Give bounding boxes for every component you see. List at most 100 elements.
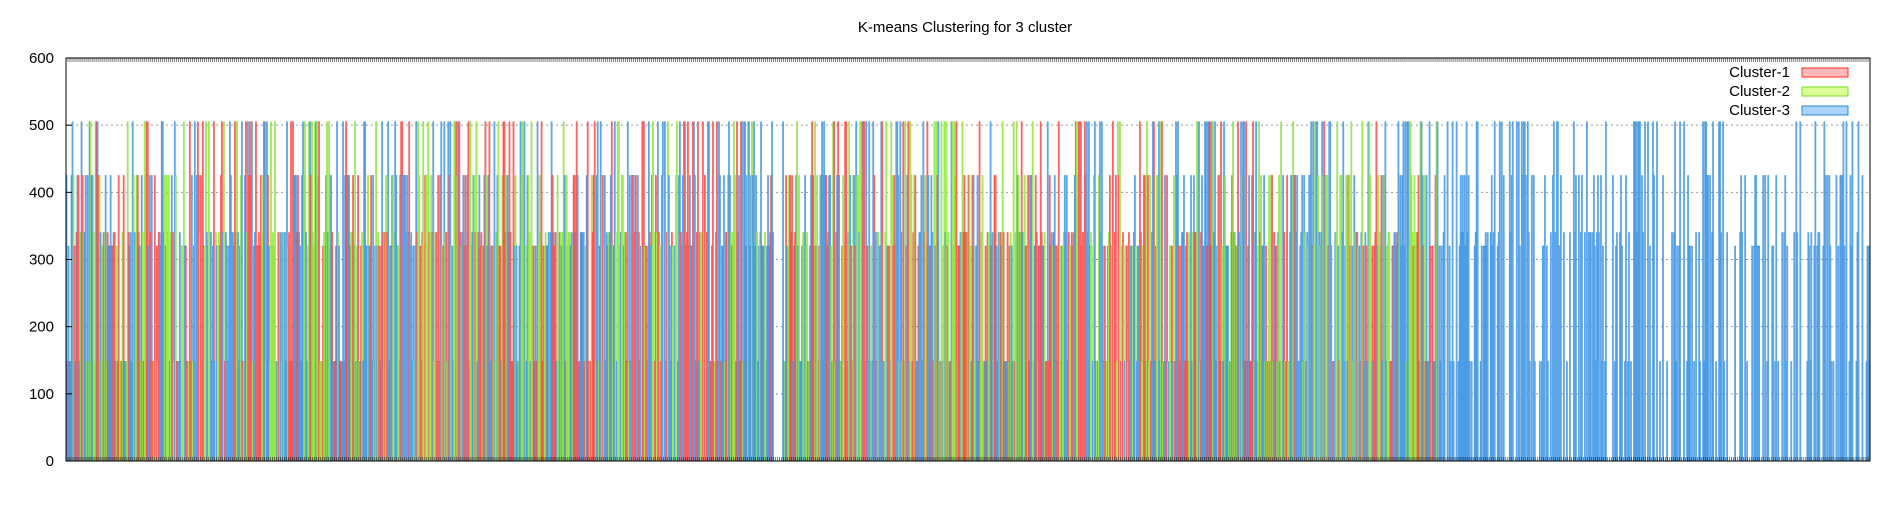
- bar-cluster-3: [1480, 245, 1483, 462]
- bar-cluster-3: [1796, 232, 1799, 462]
- bar-cluster-3: [1533, 361, 1536, 462]
- bars-layer: [65, 121, 1871, 462]
- bar-cluster-3: [1530, 175, 1533, 462]
- legend-label: Cluster-2: [1729, 83, 1790, 100]
- bar-cluster-3: [1818, 232, 1821, 462]
- bar-cluster-3: [1723, 361, 1725, 462]
- bar-cluster-3: [1584, 232, 1586, 462]
- bar-cluster-3: [1498, 121, 1501, 462]
- bar-cluster-3: [1845, 121, 1848, 462]
- chart-title: K-means Clustering for 3 cluster: [858, 19, 1072, 36]
- bar-cluster-3: [1790, 361, 1793, 462]
- y-tick-label: 0: [46, 453, 54, 470]
- bar-cluster-3: [1775, 175, 1778, 462]
- bar-cluster-3: [1586, 121, 1588, 462]
- bar-cluster-3: [1695, 232, 1697, 462]
- bar-cluster-3: [1446, 121, 1449, 462]
- bar-cluster-3: [1569, 232, 1571, 462]
- bar-cluster-3: [1656, 121, 1658, 462]
- bar-cluster-3: [1546, 361, 1549, 462]
- bar-cluster-3: [1575, 175, 1577, 462]
- bar-cluster-3: [1436, 121, 1439, 462]
- bar-cluster-3: [1758, 245, 1761, 462]
- bar-cluster-3: [1659, 361, 1661, 462]
- bar-cluster-3: [1824, 175, 1827, 462]
- bar-cluster-3: [1691, 245, 1693, 462]
- bar-cluster-3: [1676, 245, 1678, 462]
- bar-cluster-3: [1621, 245, 1623, 462]
- bar-cluster-3: [1720, 232, 1722, 462]
- bar-cluster-3: [1581, 175, 1583, 462]
- y-tick-label: 100: [29, 386, 54, 403]
- legend-swatch: [1801, 105, 1849, 116]
- bar-cluster-3: [1628, 232, 1630, 462]
- bar-cluster-3: [1767, 175, 1770, 462]
- bar-cluster-3: [1486, 232, 1489, 462]
- bar-cluster-3: [1566, 361, 1568, 462]
- bar-cluster-3: [1543, 175, 1546, 462]
- bar-cluster-3: [1746, 361, 1749, 462]
- bar-cluster-3: [1712, 121, 1714, 462]
- bar-cluster-3: [1642, 232, 1644, 462]
- bar-cluster-3: [1563, 232, 1565, 462]
- bar-cluster-3: [772, 232, 774, 462]
- legend-label: Cluster-1: [1729, 64, 1790, 81]
- bar-cluster-3: [1715, 361, 1717, 462]
- bar-cluster-3: [1452, 361, 1455, 462]
- bar-cluster-3: [1777, 361, 1780, 462]
- bar-cluster-3: [1741, 232, 1744, 462]
- bar-cluster-3: [1612, 175, 1614, 462]
- bar-cluster-3: [1689, 245, 1691, 462]
- bar-cluster-3: [1814, 121, 1817, 462]
- bar-cluster-3: [1734, 245, 1736, 462]
- y-tick-label: 200: [29, 319, 54, 336]
- bar-cluster-3: [1549, 232, 1552, 462]
- y-tick-label: 600: [29, 50, 54, 67]
- bar-cluster-3: [1630, 361, 1632, 462]
- bar-cluster-3: [1707, 175, 1709, 462]
- bar-cluster-3: [1666, 361, 1668, 462]
- bar-cluster-3: [1653, 175, 1655, 462]
- bar-cluster-3: [1772, 245, 1775, 462]
- legend-swatch: [1801, 86, 1849, 97]
- bar-cluster-3: [1709, 175, 1711, 462]
- bar-cluster-3: [1810, 232, 1813, 462]
- bar-cluster-3: [1590, 232, 1592, 462]
- bar-cluster-3: [1793, 232, 1796, 462]
- legend: Cluster-1 Cluster-2 Cluster-3: [1729, 64, 1849, 119]
- bar-cluster-3: [1468, 361, 1471, 462]
- bar-cluster-3: [1647, 121, 1649, 462]
- bar-cluster-3: [1625, 175, 1627, 462]
- bar-cluster-3: [1649, 245, 1651, 462]
- axis-ticks: 0 100 200 300 400 500 600: [29, 50, 1869, 470]
- bar-cluster-3: [1443, 175, 1446, 462]
- bar-cluster-3: [1786, 245, 1789, 462]
- bar-cluster-3: [1502, 175, 1505, 462]
- bar-cluster-3: [1826, 175, 1829, 462]
- bar-cluster-3: [1799, 121, 1802, 462]
- bar-cluster-3: [1679, 121, 1681, 462]
- bar-cluster-3: [1851, 121, 1854, 462]
- bar-cluster-3: [1616, 232, 1618, 462]
- bar-cluster-3: [1762, 175, 1765, 462]
- bar-cluster-3: [1449, 361, 1452, 462]
- bar-cluster-3: [1751, 245, 1754, 462]
- bar-cluster-3: [1605, 121, 1607, 462]
- bar-cluster-3: [1662, 175, 1664, 462]
- y-tick-label: 400: [29, 184, 54, 201]
- bar-cluster-3: [1683, 121, 1685, 462]
- bar-cluster-3: [1857, 121, 1860, 462]
- legend-label: Cluster-3: [1729, 102, 1790, 119]
- bar-cluster-3: [1524, 175, 1527, 462]
- bar-cluster-3: [1598, 232, 1600, 462]
- bar-cluster-3: [1493, 121, 1496, 462]
- bar-cluster-3: [1843, 245, 1846, 462]
- bar-cluster-3: [1830, 361, 1833, 462]
- bar-cluster-3: [1832, 361, 1835, 462]
- bar-cluster-3: [1726, 232, 1728, 462]
- bar-cluster-3: [1518, 245, 1521, 462]
- bar-cluster-3: [1781, 232, 1784, 462]
- bar-cluster-3: [1744, 175, 1747, 462]
